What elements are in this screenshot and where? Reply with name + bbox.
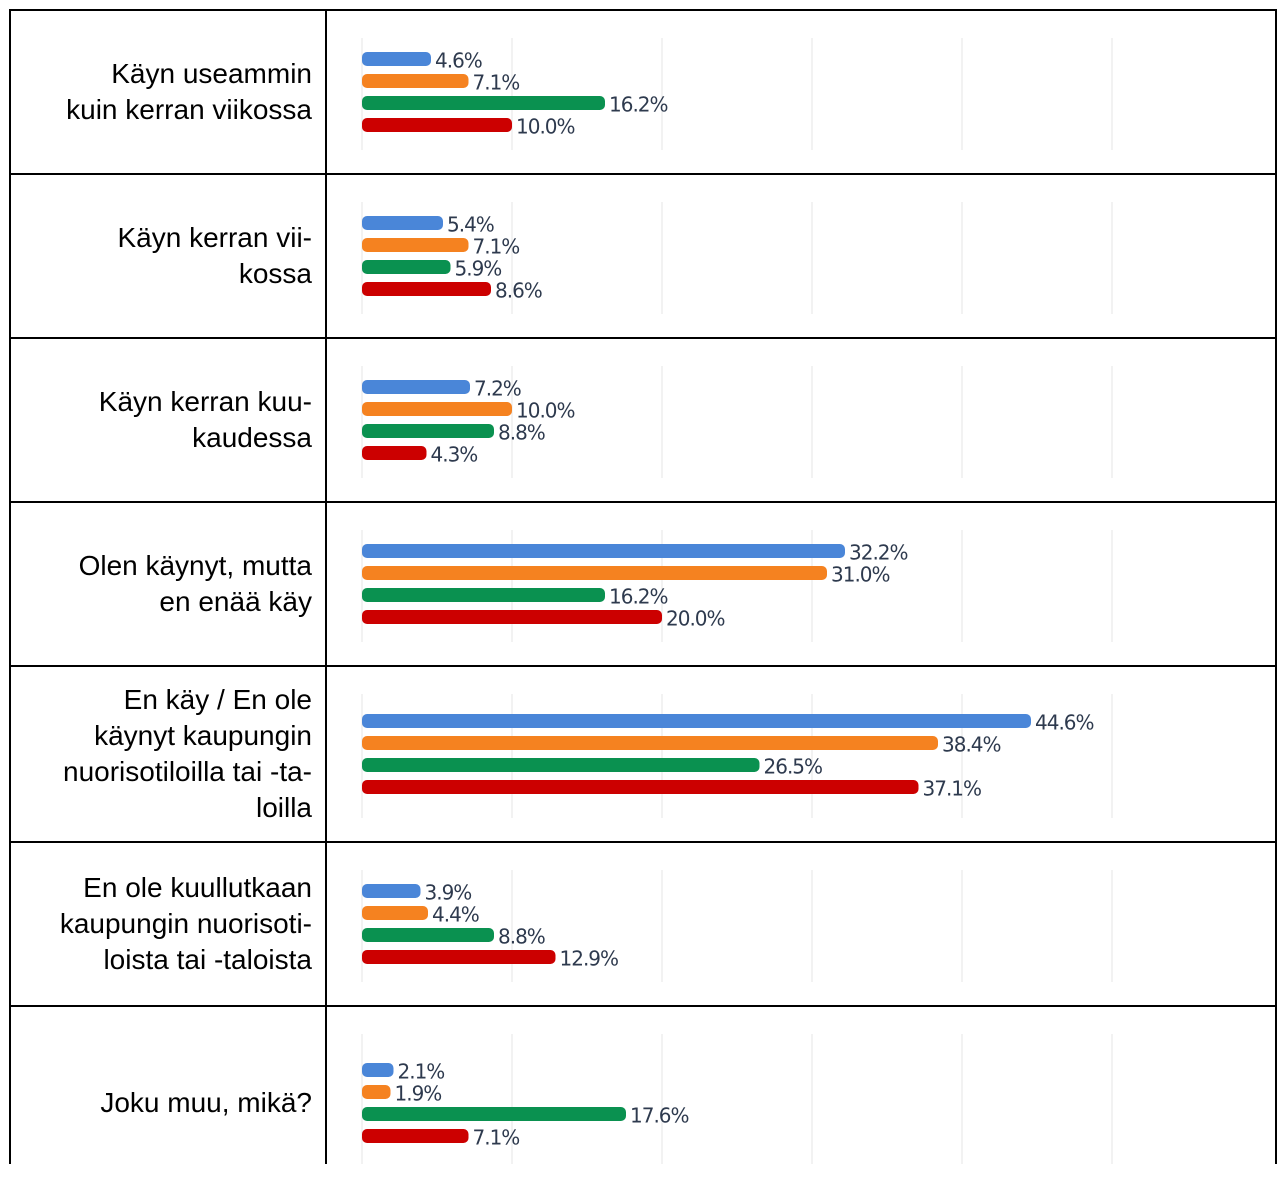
value-label: 12.9% — [560, 947, 619, 971]
value-label: 10.0% — [516, 115, 575, 139]
bar — [362, 1085, 391, 1099]
bar — [362, 884, 421, 898]
value-label: 16.2% — [609, 93, 668, 117]
value-label: 37.1% — [923, 777, 982, 801]
value-label: 7.1% — [473, 235, 520, 259]
value-label: 32.2% — [849, 541, 908, 565]
bar — [362, 96, 605, 110]
value-label: 4.4% — [432, 903, 479, 927]
bar — [362, 260, 451, 274]
value-label: 8.8% — [498, 421, 545, 445]
page: {"chart_data": {"type": "bar", "orientat… — [9, 9, 1277, 1164]
bar — [362, 118, 512, 132]
value-label: 7.1% — [473, 1126, 520, 1150]
bar — [362, 566, 827, 580]
bar — [362, 446, 427, 460]
value-label: 5.4% — [447, 213, 494, 237]
row-label: En käy / En ole käynyt kaupungin nuoriso… — [63, 684, 312, 823]
bar — [362, 610, 662, 624]
bar — [362, 380, 470, 394]
bar — [362, 216, 443, 230]
bar — [362, 928, 494, 942]
value-label: 4.3% — [431, 443, 478, 467]
row-label: Käyn useammin kuin kerran viikossa — [66, 58, 312, 125]
bar — [362, 588, 605, 602]
bar — [362, 1129, 469, 1143]
row-label: Käyn kerran kuu- kaudessa — [98, 386, 312, 453]
value-label: 1.9% — [395, 1082, 442, 1106]
bar — [362, 282, 491, 296]
value-label: 8.8% — [498, 925, 545, 949]
row-label: Olen käynyt, mutta en enää käy — [78, 550, 312, 617]
value-label: 17.6% — [630, 1104, 689, 1128]
table-chart: 4.6%7.1%16.2%10.0%5.4%7.1%5.9%8.6%7.2%10… — [9, 9, 1277, 1164]
value-label: 5.9% — [455, 257, 502, 281]
value-label: 3.9% — [425, 881, 472, 905]
bar — [362, 758, 760, 772]
bar — [362, 906, 428, 920]
value-label: 20.0% — [666, 607, 725, 631]
bar — [362, 780, 919, 794]
bar — [362, 950, 556, 964]
value-label: 10.0% — [516, 399, 575, 423]
value-label: 4.6% — [435, 49, 482, 73]
bar — [362, 52, 431, 66]
value-label: 2.1% — [398, 1060, 445, 1084]
value-label: 44.6% — [1035, 711, 1094, 735]
bar — [362, 1063, 394, 1077]
value-label: 7.1% — [473, 71, 520, 95]
bar — [362, 424, 494, 438]
bar — [362, 714, 1031, 728]
row-label: En ole kuullutkaan kaupungin nuorisoti- … — [59, 872, 312, 975]
bar — [362, 1107, 626, 1121]
bar — [362, 74, 469, 88]
row-label: Joku muu, mikä? — [100, 1087, 312, 1118]
value-label: 31.0% — [831, 563, 890, 587]
row-label: Käyn kerran vii- kossa — [117, 222, 312, 289]
bar — [362, 238, 469, 252]
value-label: 38.4% — [942, 733, 1001, 757]
bar — [362, 736, 938, 750]
value-label: 7.2% — [474, 377, 521, 401]
bar — [362, 402, 512, 416]
value-label: 26.5% — [764, 755, 823, 779]
value-label: 16.2% — [609, 585, 668, 609]
bar — [362, 544, 845, 558]
value-label: 8.6% — [495, 279, 542, 303]
